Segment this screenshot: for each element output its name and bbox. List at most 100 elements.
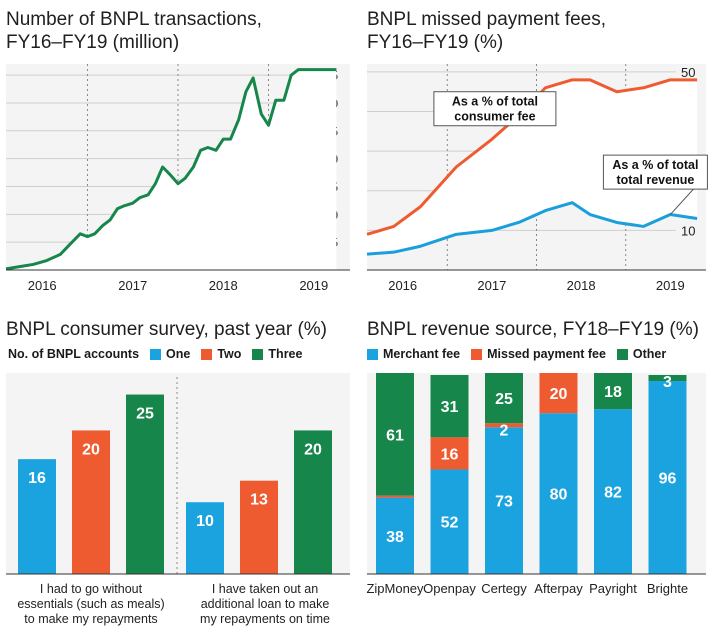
legend-label-missed: Missed payment fee: [487, 347, 606, 361]
chart3-background: [6, 373, 350, 574]
chart3-bar: [72, 430, 110, 574]
chart4-segment: [485, 427, 523, 574]
chart4-category-label: Afterpay: [534, 581, 583, 596]
chart3-category-1-line-2: my repayments on time: [200, 612, 330, 626]
chart4-segment-label: 73: [495, 494, 513, 511]
chart2-annotation-leader-1: [669, 188, 694, 215]
chart4-segment: [376, 497, 414, 574]
chart4-segment-label: 3: [663, 374, 672, 391]
legend-swatch-one: [150, 348, 162, 360]
chart4-segment: [594, 373, 632, 410]
chart4-segment: [648, 375, 687, 382]
legend-label-three: Three: [268, 347, 303, 361]
chart4-segment-label: 38: [386, 529, 404, 546]
chart3-bar: [126, 394, 164, 574]
chart2-annotation-box-0: [433, 91, 557, 127]
chart2-annotation-1-line-0: As a % of total: [612, 158, 698, 172]
chart2-series-line-1: [366, 201, 698, 256]
chart3-bar-label: 16: [28, 470, 46, 487]
chart3-category-0-line-0: I had to go without: [39, 582, 143, 596]
chart3-bar-label: 20: [82, 441, 100, 458]
chart4-segment-label: 96: [659, 471, 677, 488]
chart3-category-0-line-2: to make my repayments: [24, 612, 158, 626]
chart4-segment: [539, 373, 578, 414]
chart3-bar-label: 13: [250, 492, 268, 509]
chart4-segment: [594, 409, 632, 574]
chart4-segment: [485, 423, 523, 428]
chart4-legend: Merchant fee Missed payment fee Other: [367, 347, 666, 361]
chart1-title: Number of BNPL transactions, FY16–FY19 (…: [6, 9, 262, 53]
chart4-segment: [648, 381, 687, 574]
chart2-annotation-0-line-0: As a % of total: [452, 95, 538, 109]
legend-swatch-missed: [471, 348, 483, 360]
chart1-xtick-label: 2019: [299, 278, 328, 293]
chart4-segment: [430, 375, 469, 438]
chart4-category-label: Brighte: [647, 581, 688, 596]
chart4-category-label: Certegy: [481, 581, 527, 596]
chart4-category-label: ZipMoney: [366, 581, 424, 596]
chart2-series-line-0: [366, 78, 698, 236]
chart4-segment: [376, 495, 414, 498]
chart2-annotation-box-1: [602, 154, 708, 190]
chart4-segment: [430, 469, 469, 574]
chart4-segment: [376, 373, 414, 496]
chart3-bar: [186, 502, 224, 574]
legend-label-one: One: [166, 347, 191, 361]
legend-label-two: Two: [217, 347, 242, 361]
chart1-area: [6, 69, 337, 270]
chart3-legend: No. of BNPL accounts One Two Three: [8, 347, 302, 361]
legend-swatch-merchant: [367, 348, 378, 360]
chart1-xtick-label: 2017: [118, 278, 147, 293]
chart4-segment-label: 61: [386, 427, 404, 444]
chart4-segment-label: 82: [604, 485, 622, 502]
chart3-bar: [294, 430, 332, 574]
chart4-segment-label: 2: [500, 422, 509, 439]
chart2-xtick-label: 2016: [388, 278, 417, 293]
chart3-category-1-line-1: additional loan to make: [200, 597, 330, 611]
legend-label-merchant: Merchant fee: [383, 347, 461, 361]
chart2-xtick-label: 2017: [477, 278, 506, 293]
chart3-category-1-line-0: I have taken out an: [211, 582, 319, 596]
chart2-annotation-1-line-1: total revenue: [617, 173, 695, 187]
legend-swatch-other: [616, 348, 628, 360]
chart2-ytick-label: 50: [681, 65, 695, 80]
chart2-xtick-label: 2018: [567, 278, 596, 293]
chart1-xtick-label: 2018: [209, 278, 238, 293]
chart4-segment-label: 20: [550, 386, 568, 403]
chart2-xtick-label: 2019: [656, 278, 685, 293]
legend-swatch-three: [252, 348, 264, 360]
chart3-title: BNPL consumer survey, past year (%): [6, 319, 327, 340]
chart2-title: BNPL missed payment fees, FY16–FY19 (%): [367, 9, 607, 53]
chart4-segment-label: 16: [441, 446, 459, 463]
chart1-xtick-label: 2016: [28, 278, 57, 293]
chart4-segment: [485, 373, 523, 424]
chart4-segment-label: 18: [604, 384, 622, 401]
chart4-segment-label: 31: [441, 399, 459, 416]
chart4-title: BNPL revenue source, FY18–FY19 (%): [367, 319, 699, 340]
chart3-category-0: I had to go without essentials (such as …: [6, 582, 176, 627]
chart3-bar-label: 20: [304, 441, 322, 458]
legend-swatch-two: [201, 348, 213, 360]
chart3-category-0-line-1: essentials (such as meals): [17, 597, 165, 611]
chart2-annotation-0-line-1: consumer fee: [454, 110, 535, 124]
chart4-segment-label: 25: [495, 391, 513, 408]
chart3-legend-title: No. of BNPL accounts: [8, 347, 140, 361]
chart3-bar-label: 10: [196, 513, 214, 530]
chart4-segment-label: 52: [441, 515, 459, 532]
chart3-bar: [240, 480, 278, 574]
chart4-segment: [539, 413, 578, 574]
chart4-segment: [430, 437, 469, 470]
chart4-category-label: Payright: [589, 581, 637, 596]
chart2-ytick-label: 10: [681, 223, 695, 238]
chart3-category-1: I have taken out an additional loan to m…: [180, 582, 350, 627]
chart1-series-line: [5, 68, 337, 271]
legend-label-other: Other: [632, 347, 667, 361]
chart3-bar: [18, 459, 56, 574]
chart4-category-label: Openpay: [423, 581, 476, 596]
chart4-segment-label: 80: [550, 487, 568, 504]
chart3-bar-label: 25: [136, 406, 154, 423]
